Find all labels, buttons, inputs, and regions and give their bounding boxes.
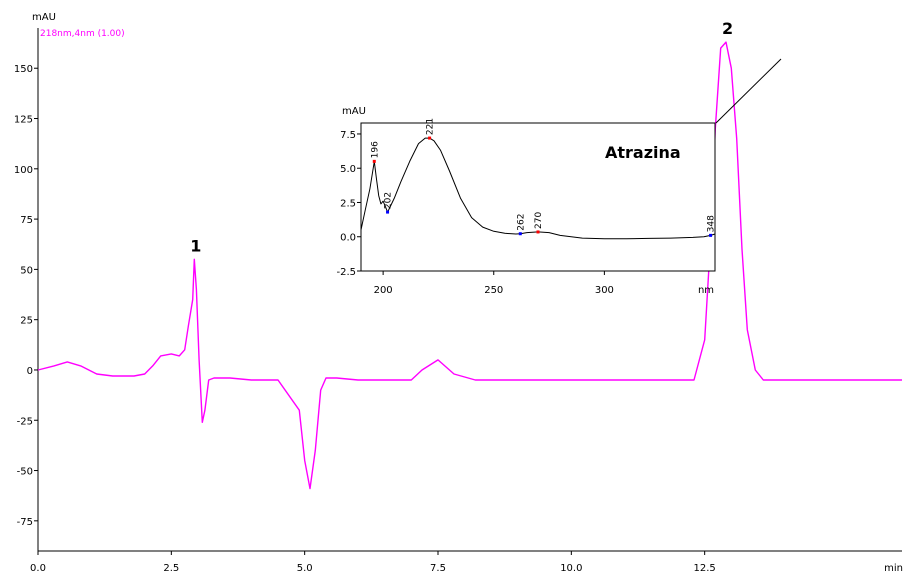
- main-axes: mAU 218nm,4nm (1.00) min: [32, 12, 903, 574]
- inset-peak-label: 348: [707, 215, 717, 232]
- inset-ticks: 7.5 5.0 2.5 0.0 -2.5 200 250 300: [336, 130, 613, 296]
- y-tick-label: 50: [20, 265, 33, 276]
- x-tick-label: 7.5: [430, 563, 446, 574]
- inset-y-tick-label: 5.0: [340, 164, 356, 175]
- y-tick-label: 150: [14, 64, 33, 75]
- x-tick-label: 12.5: [694, 563, 716, 574]
- inset-spectrum: mAU Atrazina nm 7.5 5.0 2.5 0.0 -2.5 200 250 30…: [336, 106, 716, 296]
- series-line: [37, 41, 902, 490]
- inset-peak-marker: [709, 233, 713, 237]
- inset-y-tick-label: 0.0: [340, 233, 356, 244]
- inset-y-tick-label: -2.5: [336, 267, 356, 278]
- inset-frame: [360, 122, 716, 272]
- inset-peak-marker: [428, 136, 432, 140]
- y-tick-label: 125: [14, 115, 33, 126]
- y-unit-label: mAU: [32, 12, 56, 23]
- x-tick-label: 10.0: [560, 563, 582, 574]
- peak-labels: 12: [190, 19, 733, 255]
- inset-y-tick-label: 7.5: [340, 130, 356, 141]
- x-tick-label: 5.0: [297, 563, 313, 574]
- y-tick-label: -25: [17, 416, 33, 427]
- inset-peak-label: 270: [534, 211, 544, 228]
- inset-peak-label: 262: [516, 214, 526, 231]
- inset-spectrum-line: [360, 137, 716, 240]
- y-tick-label: 100: [14, 165, 33, 176]
- y-tick-label: 0: [27, 366, 33, 377]
- inset-x-tick-label: 300: [595, 285, 614, 296]
- y-tick-label: 25: [20, 316, 33, 327]
- inset-peak-marker: [536, 230, 540, 234]
- inset-x-tick-label: 200: [374, 285, 393, 296]
- inset-peak-marks: 196 202 221 262 270 348: [370, 118, 717, 237]
- inset-peak-label: 221: [426, 118, 436, 135]
- inset-y-tick-label: 2.5: [340, 198, 356, 209]
- peak-number-label: 1: [190, 236, 201, 255]
- inset-peak-marker: [372, 159, 376, 163]
- inset-x-tick-label: 250: [484, 285, 503, 296]
- y-tick-label: -50: [17, 467, 33, 478]
- inset-peak-marker: [386, 210, 390, 214]
- trace-label: 218nm,4nm (1.00): [40, 29, 125, 39]
- inset-y-unit-label: mAU: [342, 106, 366, 117]
- y-tick-label: -75: [17, 517, 33, 528]
- x-tick-label: 2.5: [163, 563, 179, 574]
- y-tick-label: 75: [20, 215, 33, 226]
- x-tick-label: 0.0: [30, 563, 46, 574]
- inset-peak-label: 202: [384, 192, 394, 209]
- x-unit-label: min: [884, 563, 903, 574]
- peak-number-label: 2: [722, 19, 733, 38]
- inset-title: Atrazina: [605, 143, 681, 162]
- inset-x-unit-label: nm: [698, 285, 714, 296]
- inset-trace: [360, 137, 716, 240]
- inset-peak-label: 196: [370, 141, 380, 158]
- inset-peak-marker: [518, 232, 522, 236]
- inset-connector-line: [715, 58, 782, 124]
- main-trace: [37, 41, 902, 490]
